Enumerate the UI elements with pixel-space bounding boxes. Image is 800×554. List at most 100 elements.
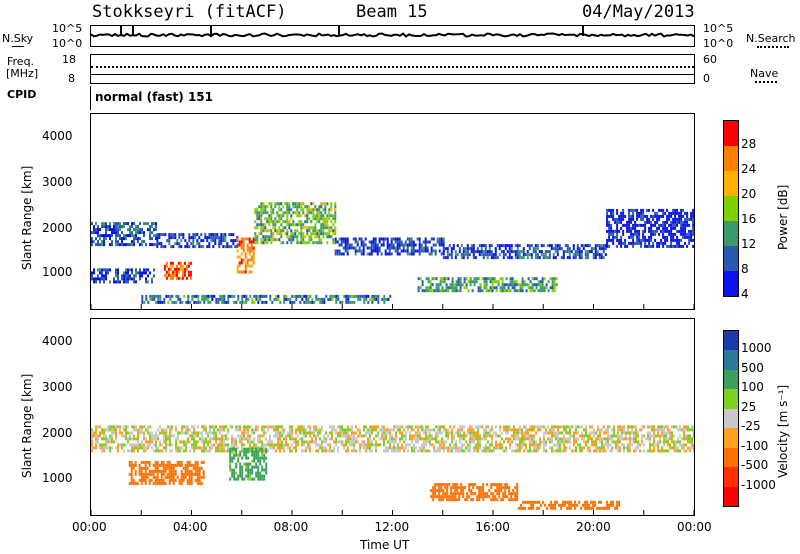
power-colorbar-ticks: 28 24 20 16 12 8 4 [741, 120, 771, 301]
power-cb-ticks-label: 8 [741, 262, 749, 276]
x-tick-2: 08:00 [273, 520, 309, 534]
velocity-cb-ticks-label: 100 [741, 380, 764, 395]
cpid-mode-text: normal (fast) 151 [95, 90, 213, 104]
nave-trace [91, 66, 694, 68]
power-colorbar-label: Power [dB] [776, 184, 790, 250]
x-tick-5: 20:00 [576, 520, 611, 534]
velocity-colorbar-ticks: 1000 500 100 25 -25 -100 -500 -1000 [741, 330, 781, 505]
power-region-3 [91, 268, 155, 284]
x-tick-6: 00:00 [677, 520, 712, 534]
power-cb-ticks-label: 12 [741, 237, 757, 251]
power-ylabel: Slant Range [km] [20, 165, 34, 270]
power-heatmap [91, 202, 694, 309]
nsky-rtick-top: 10^5 [703, 22, 734, 35]
power-cb-swatch [724, 196, 738, 221]
nave-legend-line [755, 81, 777, 83]
velocity-cb-swatch [724, 447, 738, 468]
freq-tick-bottom: 8 [68, 72, 75, 85]
velocity-cb-swatch [724, 408, 738, 429]
nave-tick-top: 60 [703, 53, 717, 66]
nsky-trace [91, 26, 694, 38]
x-tick-1: 04:00 [172, 520, 208, 534]
nsky-axes [90, 25, 695, 47]
velocity-colorbar [723, 330, 739, 507]
x-tick-3: 12:00 [374, 520, 410, 534]
power-axes [90, 113, 695, 310]
power-cb-swatch [724, 271, 738, 296]
velocity-cb-ticks-label: -25 [741, 419, 761, 434]
velocity-cb-ticks-label: -1000 [741, 477, 776, 492]
power-cb-swatch [724, 146, 738, 171]
power-region-0 [91, 222, 157, 247]
power-region-9 [141, 294, 392, 304]
power-cb-swatch [724, 221, 738, 246]
velocity-cb-swatch [724, 350, 738, 370]
nsky-tick-top: 10^5 [52, 22, 83, 35]
velocity-cb-ticks-label: 500 [741, 360, 764, 375]
power-region-6 [334, 237, 445, 256]
velocity-ytick-4000: 4000 [42, 334, 73, 348]
nsky-rtick-bottom: 10^0 [703, 37, 734, 50]
x-tick-labels: 00:00 04:00 08:00 12:00 16:00 20:00 00:00 [0, 520, 800, 540]
velocity-region-4 [518, 500, 621, 510]
x-tick-4: 16:00 [475, 520, 510, 534]
velocity-ytick-2000: 2000 [42, 426, 73, 440]
freq-units: [MHz] [6, 67, 39, 80]
velocity-cb-swatch [724, 467, 738, 487]
velocity-axes [90, 318, 695, 516]
velocity-cb-swatch [724, 389, 738, 409]
freq-tick-top: 18 [62, 53, 76, 66]
cpid-axes: normal (fast) 151 [90, 86, 695, 110]
nsky-line [91, 32, 694, 38]
velocity-ytick-3000: 3000 [42, 380, 73, 394]
velocity-heatmap [91, 425, 694, 515]
power-region-8 [606, 208, 694, 248]
power-cb-ticks-label: 24 [741, 162, 757, 176]
x-axis-label: Time UT [360, 538, 410, 552]
velocity-region-2 [229, 447, 268, 481]
velocity-cb-ticks-label: -500 [741, 458, 769, 473]
power-cb-ticks-label: 4 [741, 287, 749, 301]
nsky-legend-line [12, 46, 24, 47]
velocity-ytick-1000: 1000 [42, 471, 73, 485]
velocity-cb-swatch [724, 331, 738, 351]
velocity-ylabel: Slant Range [km] [20, 373, 34, 478]
nsearch-label: N.Search [746, 32, 796, 45]
nsky-label: N.Sky [2, 32, 34, 45]
power-ytick-1000: 1000 [42, 265, 73, 279]
nsearch-legend-line [757, 46, 789, 48]
velocity-region-0 [91, 425, 694, 453]
velocity-cb-swatch [724, 486, 738, 506]
velocity-cb-swatch [724, 428, 738, 448]
velocity-cb-ticks-label: 25 [741, 399, 757, 414]
freq-axes [90, 54, 695, 84]
power-cb-swatch [724, 246, 738, 271]
x-tick-0: 00:00 [72, 520, 107, 534]
power-region-5 [254, 202, 337, 245]
nsky-tick-bottom: 10^0 [52, 37, 83, 50]
power-region-4 [236, 237, 255, 274]
power-region-2 [163, 261, 192, 280]
freq-label: Freq. [7, 55, 35, 68]
power-cb-ticks-label: 20 [741, 187, 757, 201]
nave-label: Nave [750, 67, 779, 80]
velocity-cb-ticks-label: -100 [741, 438, 769, 453]
power-ytick-4000: 4000 [42, 129, 73, 143]
nave-tick-bottom: 0 [703, 72, 710, 85]
power-cb-ticks-label: 16 [741, 212, 757, 226]
velocity-cb-ticks-label: 1000 [741, 341, 772, 356]
station-title: Stokkseyri (fitACF) [92, 2, 287, 22]
beam-title: Beam 15 [356, 2, 428, 22]
power-ytick-2000: 2000 [42, 221, 73, 235]
velocity-region-3 [430, 483, 519, 502]
power-cb-swatch [724, 121, 738, 146]
power-cb-swatch [724, 171, 738, 196]
power-colorbar [723, 120, 739, 297]
cpid-label: CPID [7, 88, 37, 101]
power-region-1 [156, 233, 239, 249]
velocity-colorbar-label: Velocity [m s⁻¹] [776, 384, 790, 478]
power-cb-ticks-label: 28 [741, 137, 757, 151]
power-ytick-3000: 3000 [42, 175, 73, 189]
power-region-10 [417, 277, 558, 293]
freq-trace [91, 74, 694, 75]
